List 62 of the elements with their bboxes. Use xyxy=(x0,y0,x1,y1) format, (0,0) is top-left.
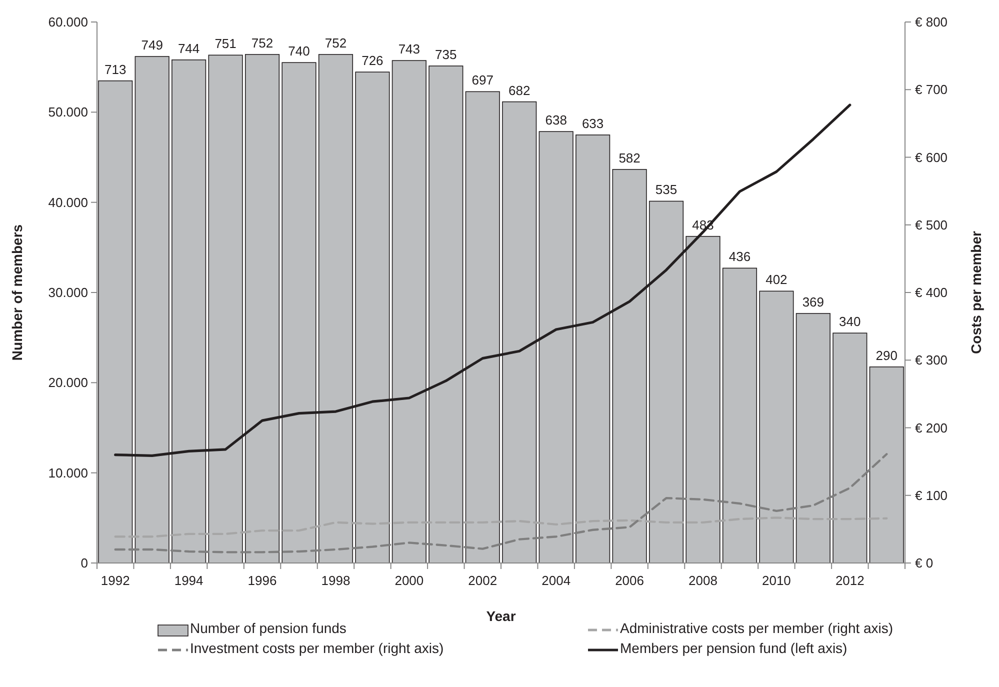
data-label: 751 xyxy=(214,36,236,52)
data-label: 735 xyxy=(435,46,457,62)
x-tick-label: 1994 xyxy=(174,573,204,588)
y2-tick-label: € 0 xyxy=(915,556,934,571)
data-label: 633 xyxy=(582,116,604,131)
y2-tick-label: € 200 xyxy=(915,420,948,436)
data-label: 369 xyxy=(802,294,824,310)
y2-tick-label: € 800 xyxy=(915,14,948,30)
y-tick-label: 20.000 xyxy=(48,375,88,390)
bar xyxy=(722,268,758,564)
legend-label: Number of pension funds xyxy=(190,620,346,636)
data-label: 697 xyxy=(472,72,494,88)
x-tick-label: 2000 xyxy=(394,573,424,588)
y-tick-label: 10.000 xyxy=(48,465,88,480)
y-tick-label: 40.000 xyxy=(48,194,88,210)
y2-tick-label: € 300 xyxy=(915,352,948,368)
data-label: 682 xyxy=(508,82,530,98)
data-label: 713 xyxy=(104,62,126,77)
x-tick-label: 2002 xyxy=(468,573,498,588)
data-label: 535 xyxy=(655,182,678,198)
bar xyxy=(759,290,794,564)
y-tick-label: 30.000 xyxy=(48,285,88,300)
line-series xyxy=(114,516,888,538)
y-axis-title: Number of members xyxy=(9,224,25,361)
y2-tick-label: € 700 xyxy=(915,82,948,98)
data-label: 743 xyxy=(398,42,420,57)
x-tick-label: 2010 xyxy=(762,573,791,588)
data-label: 582 xyxy=(618,150,640,166)
data-label: 402 xyxy=(766,272,788,288)
data-label: 340 xyxy=(839,314,861,330)
data-label: 744 xyxy=(178,40,200,56)
y-tick-label: 50.000 xyxy=(48,104,88,120)
data-label: 638 xyxy=(545,112,567,128)
x-tick-label: 2008 xyxy=(688,573,718,588)
data-label: 749 xyxy=(141,37,163,52)
data-label: 726 xyxy=(362,53,384,68)
y2-tick-label: € 500 xyxy=(915,217,948,232)
y2-tick-label: € 400 xyxy=(915,285,948,300)
y2-axis-title: Costs per member xyxy=(968,230,984,354)
y-tick-label: 60.000 xyxy=(48,14,88,30)
data-label: 752 xyxy=(324,35,347,50)
data-label: 436 xyxy=(728,249,751,264)
bar xyxy=(832,332,868,564)
x-tick-label: 1998 xyxy=(321,573,350,588)
bar xyxy=(869,366,904,564)
x-tick-label: 2006 xyxy=(615,573,644,588)
data-label: 752 xyxy=(251,35,274,50)
y2-tick-label: € 600 xyxy=(915,150,948,165)
legend-label: Investment costs per member (right axis) xyxy=(190,640,444,656)
bar xyxy=(796,313,830,564)
x-tick-label: 1992 xyxy=(100,573,130,588)
x-tick-label: 1996 xyxy=(248,573,277,588)
x-axis-title: Year xyxy=(486,608,516,624)
legend-label: Administrative costs per member (right axis) xyxy=(620,620,894,636)
y2-tick-label: € 100 xyxy=(915,488,948,503)
legend-label: Members per pension fund (left axis) xyxy=(620,640,848,656)
data-label: 290 xyxy=(876,348,898,363)
x-tick-label: 2004 xyxy=(542,573,571,588)
data-label: 740 xyxy=(288,44,310,59)
line-series xyxy=(114,453,888,554)
x-tick-label: 2012 xyxy=(835,573,864,588)
y-tick-label: 0 xyxy=(80,556,88,571)
